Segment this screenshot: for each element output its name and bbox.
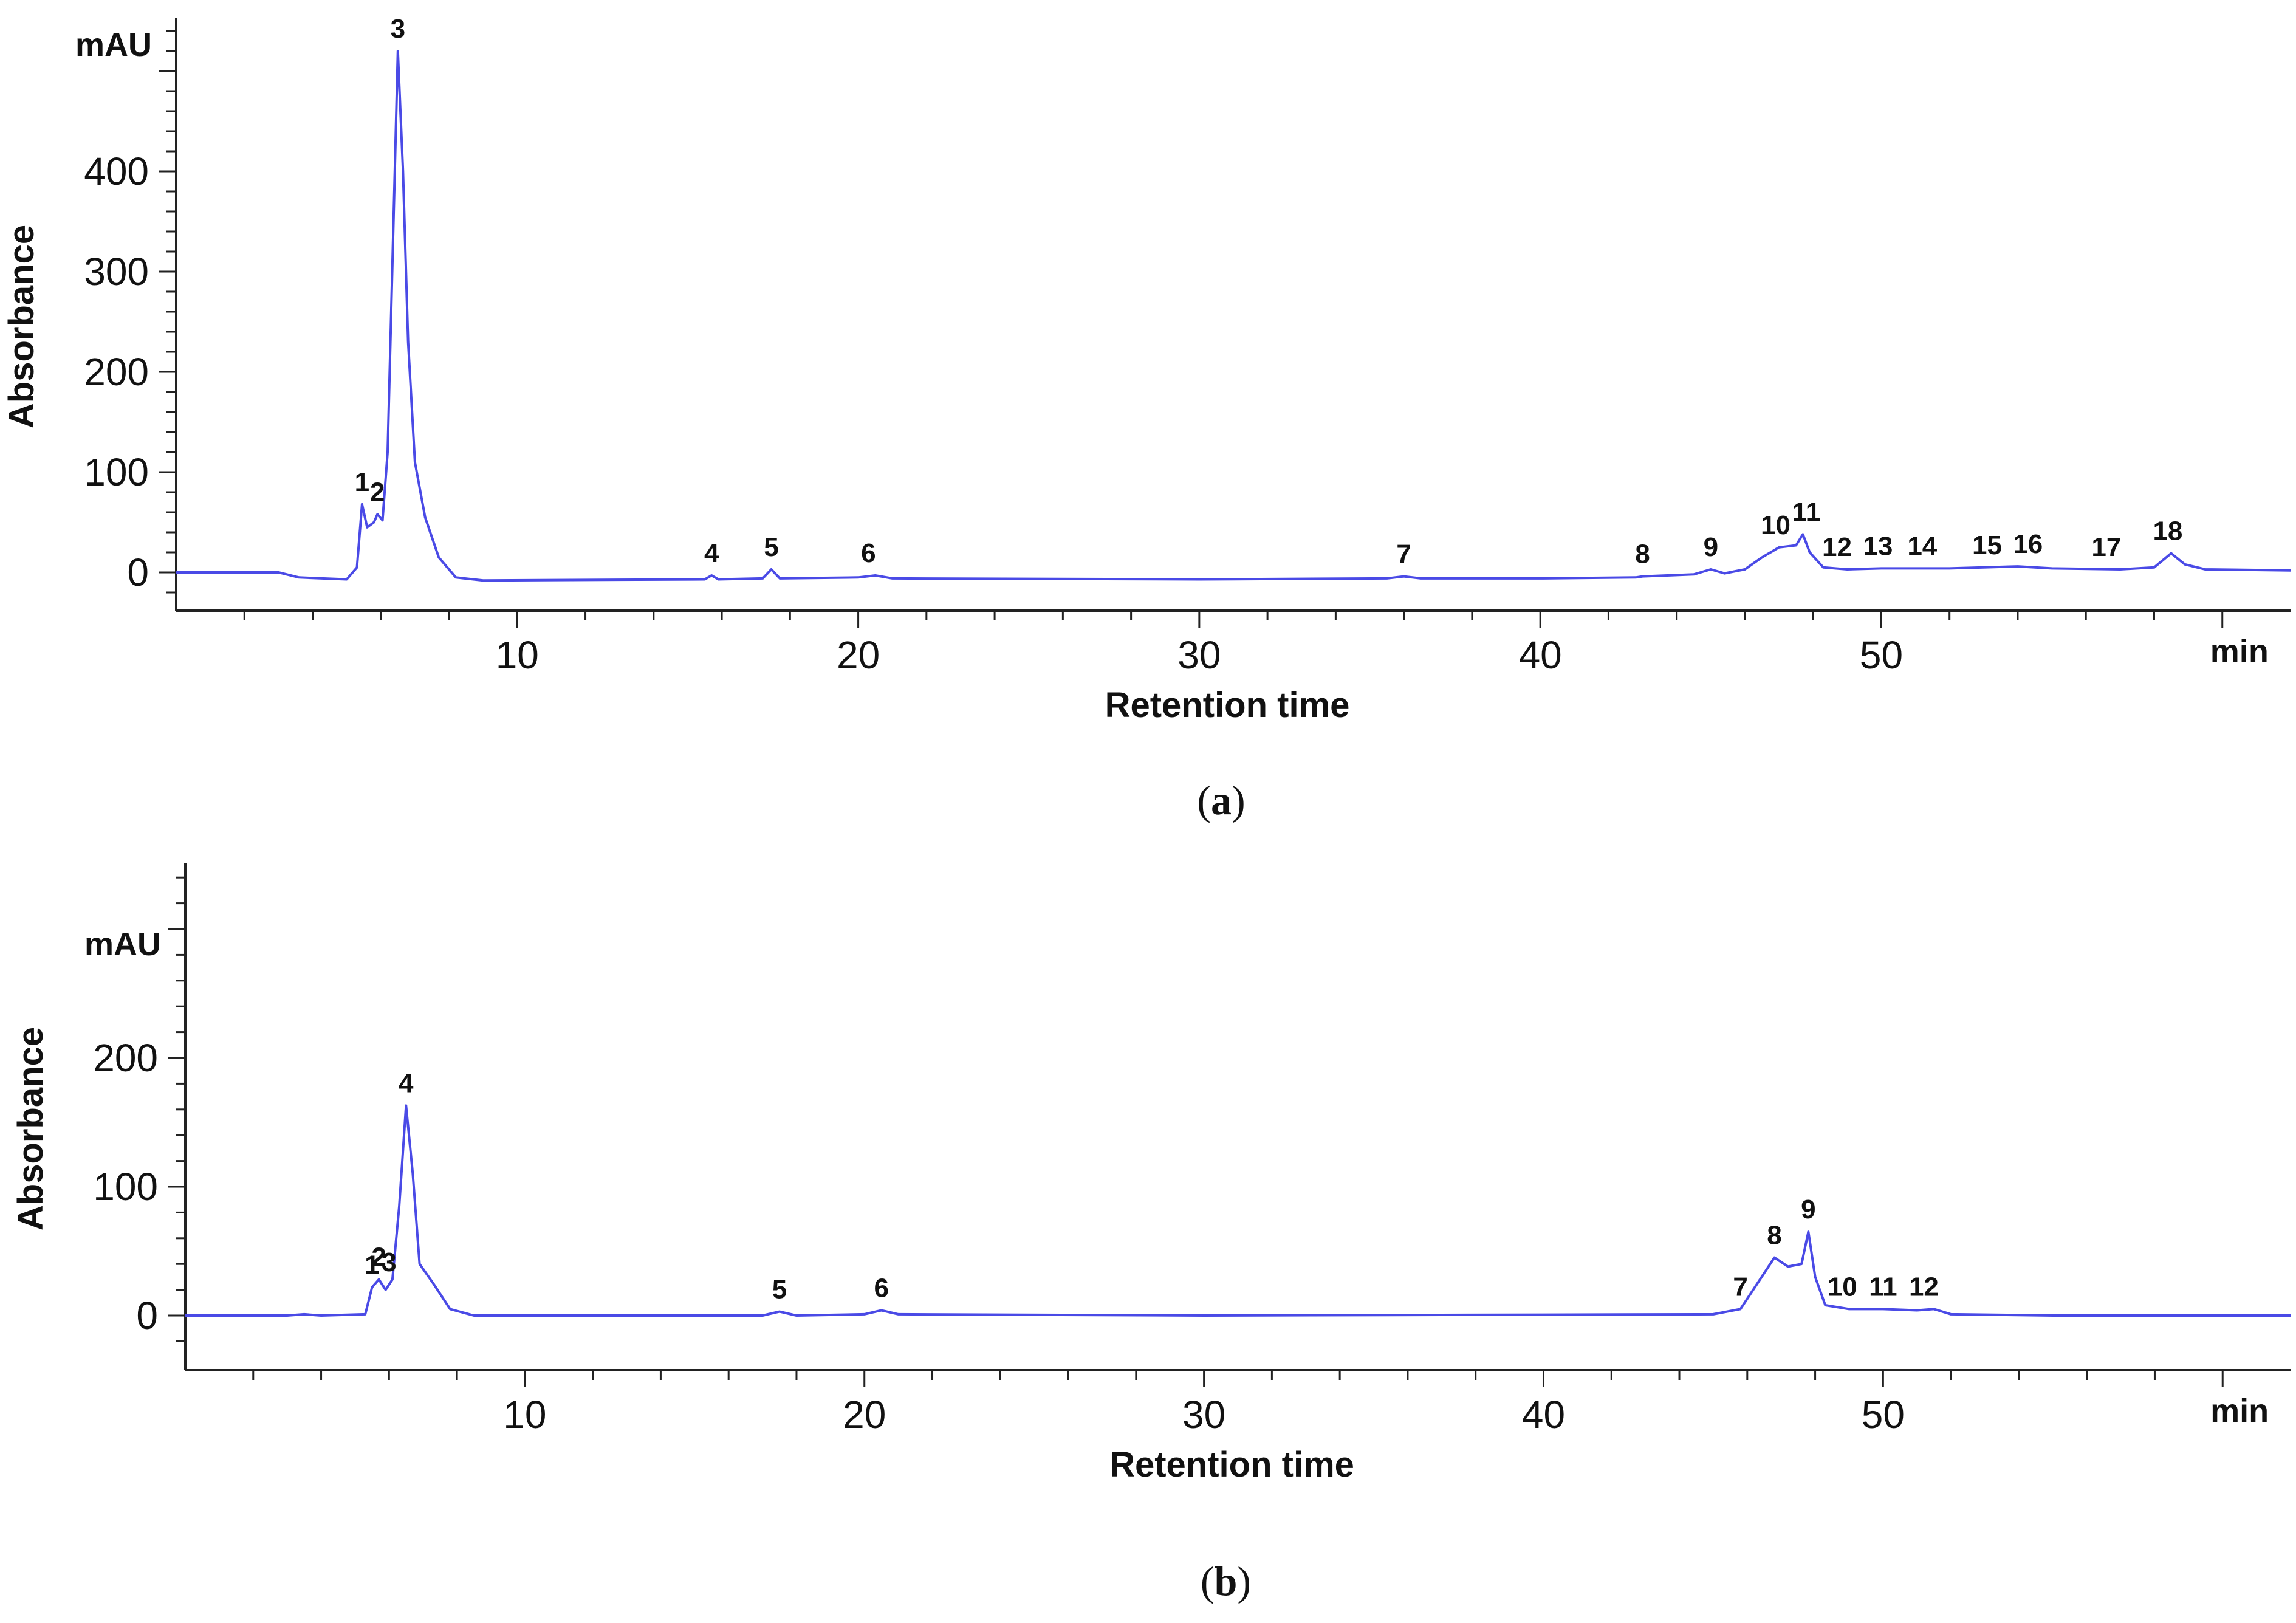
x-tick-label: 40 [1522, 1393, 1565, 1436]
peak-label-8: 8 [1767, 1221, 1781, 1251]
peak-label-5: 5 [772, 1275, 787, 1305]
peak-label-15: 15 [1972, 530, 2002, 560]
x-unit-label: min [2210, 633, 2269, 670]
peak-label-3: 3 [391, 14, 405, 44]
peak-label-10: 10 [1761, 510, 1791, 540]
peak-label-4: 4 [399, 1068, 414, 1098]
y-tick-label: 200 [93, 1036, 158, 1080]
x-axis-title: Retention time [1109, 1445, 1354, 1484]
peak-label-10: 10 [1828, 1272, 1857, 1302]
y-axis-title: Absorbance [2, 225, 41, 428]
peak-label-1: 1 [365, 1250, 379, 1280]
peak-label-6: 6 [874, 1274, 888, 1303]
x-axis-title: Retention time [1105, 685, 1350, 725]
peak-label-12: 12 [1909, 1272, 1939, 1302]
x-tick-label: 50 [1860, 633, 1903, 677]
x-tick-label: 30 [1177, 633, 1221, 677]
panel-paren-open: ( [1201, 1558, 1215, 1604]
y-tick-label: 100 [84, 450, 149, 494]
y-tick-label: 200 [84, 350, 149, 394]
panel-caption: (a) [1197, 777, 1245, 823]
peak-label-8: 8 [1635, 540, 1650, 569]
peak-label-2: 2 [370, 477, 385, 507]
peak-label-6: 6 [861, 538, 876, 568]
peak-label-5: 5 [764, 532, 778, 562]
peak-label-1: 1 [355, 467, 369, 497]
peak-label-4: 4 [704, 538, 719, 568]
y-tick-label: 400 [84, 149, 149, 193]
y-tick-label: 0 [127, 551, 149, 594]
panel-caption: (b) [1201, 1558, 1251, 1604]
peak-label-11: 11 [1869, 1272, 1897, 1302]
peak-label-11: 11 [1792, 497, 1821, 527]
peak-label-12: 12 [1822, 532, 1852, 562]
peak-label-7: 7 [1733, 1272, 1747, 1302]
x-tick-label: 30 [1182, 1393, 1225, 1436]
y-tick-label: 0 [136, 1294, 158, 1337]
panel-letter: a [1211, 777, 1232, 823]
y-unit-label: mAU [75, 27, 152, 63]
peak-label-17: 17 [2091, 532, 2121, 562]
panel-paren-close: ) [1237, 1558, 1251, 1604]
peak-label-7: 7 [1396, 540, 1411, 569]
x-tick-label: 10 [503, 1393, 546, 1436]
y-unit-label: mAU [84, 926, 161, 962]
x-tick-label: 20 [843, 1393, 886, 1436]
peak-label-9: 9 [1801, 1195, 1815, 1224]
peak-label-9: 9 [1704, 532, 1718, 562]
y-axis-title: Absorbance [11, 1027, 50, 1230]
peak-label-2: 2 [371, 1243, 386, 1272]
panel-paren-close: ) [1232, 777, 1246, 823]
peak-label-13: 13 [1863, 531, 1893, 561]
x-tick-label: 20 [837, 633, 880, 677]
x-unit-label: min [2210, 1393, 2269, 1429]
chromatogram-trace [185, 1104, 2291, 1317]
peak-label-14: 14 [1907, 531, 1937, 561]
peak-label-3: 3 [382, 1247, 396, 1277]
x-tick-label: 50 [1862, 1393, 1905, 1436]
panel-letter: b [1215, 1558, 1238, 1604]
y-tick-label: 300 [84, 250, 149, 293]
peak-label-18: 18 [2153, 516, 2182, 546]
chromatogram-trace [176, 50, 2291, 582]
panel-paren-open: ( [1197, 777, 1211, 823]
y-tick-label: 100 [93, 1165, 158, 1209]
chart-panel-b: 0 100 200 mAU 10 20 30 40 50 min Absorbance Retenti… [11, 863, 2291, 1604]
x-tick-label: 10 [496, 633, 539, 677]
peak-label-16: 16 [2013, 529, 2043, 559]
chart-panel-a: 0 100 200 300 400 mAU 10 20 30 40 50 min Absorbance R… [2, 14, 2291, 823]
x-tick-label: 40 [1519, 633, 1562, 677]
